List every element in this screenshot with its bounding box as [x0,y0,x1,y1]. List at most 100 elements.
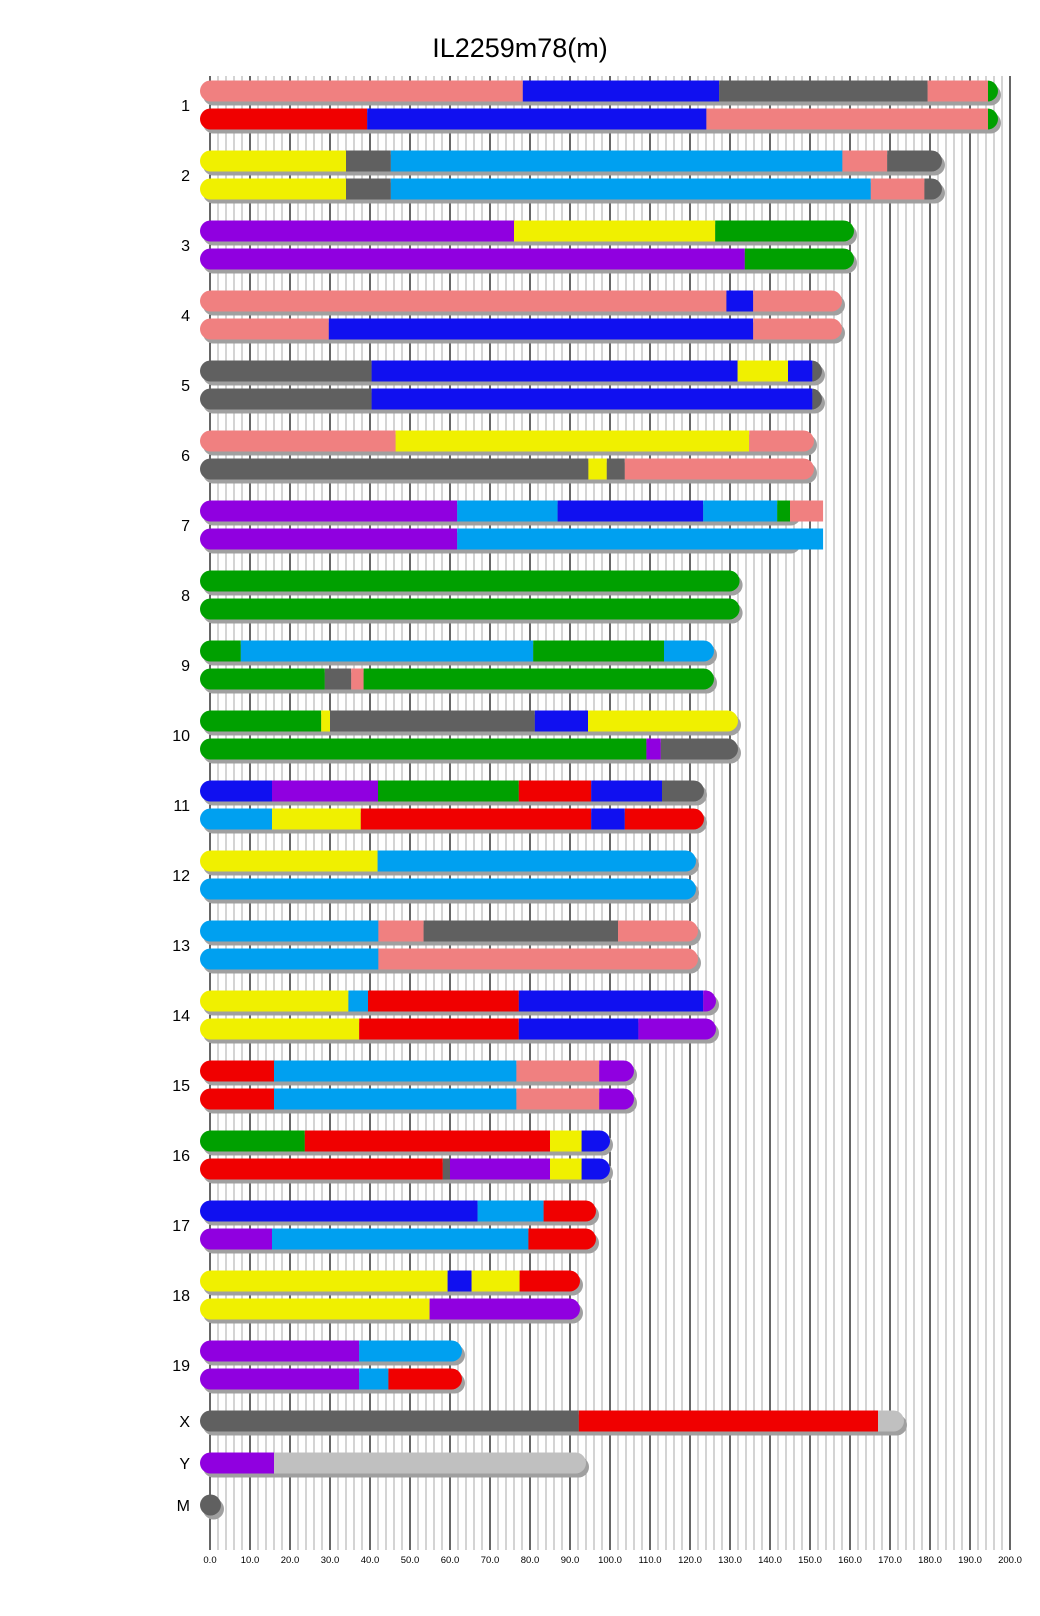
segment-lightblue [200,808,272,830]
segment-purple [200,528,458,550]
x-tick-label: 0.0 [203,1555,216,1566]
segment-blue [591,808,625,830]
haplotype [200,290,845,316]
segments [200,1158,610,1180]
segment-gray [887,150,942,172]
x-tick-label: 190.0 [958,1555,982,1566]
haplotype [200,780,707,806]
haplotype [200,108,1001,134]
haplotype [200,850,699,876]
haplotype [200,1452,589,1478]
segment-pink [351,668,364,690]
haplotype [200,640,717,666]
segment-pink [749,430,814,452]
segments [200,1452,586,1474]
segment-red [543,1200,596,1222]
segment-pink [753,318,842,340]
segments [200,1368,462,1390]
segment-pink [378,948,698,970]
segment-pink [927,80,988,102]
segments [200,178,942,200]
segment-blue [518,1018,639,1040]
segment-green [200,570,740,592]
chromosome-label: 12 [172,868,190,885]
haplotype [200,738,741,764]
segments [200,220,854,242]
segments [200,1494,221,1516]
haplotype [200,178,945,204]
segment-gray [719,80,928,102]
chromosome-label: 19 [172,1358,190,1375]
chromosome-label: 7 [181,518,190,535]
segment-gray [200,458,589,480]
chromosome-label: M [177,1498,190,1515]
segments [200,150,942,172]
segment-lightblue [664,640,714,662]
x-tick-label: 170.0 [878,1555,902,1566]
segment-gray [324,668,352,690]
chromosome-label: X [179,1414,190,1431]
segment-green [715,220,854,242]
haplotype [200,1368,465,1394]
segment-purple [200,248,745,270]
haplotype [200,1060,637,1086]
segment-gray [924,178,942,200]
segment-green [200,668,325,690]
segment-red [388,1368,462,1390]
x-tick-label: 120.0 [678,1555,702,1566]
segment-gray [330,710,535,732]
segment-yellow [200,1298,430,1320]
segment-red [624,808,704,830]
segment-pink [200,318,329,340]
chromosome-label: 4 [181,308,190,325]
segments [200,738,738,760]
chromosome-16 [200,1130,613,1184]
segment-yellow [588,458,607,480]
segment-yellow [272,808,361,830]
chromosome-label: 10 [172,728,190,745]
segment-lightblue [457,500,558,522]
segments [200,598,740,620]
segment-lightblue [457,528,824,550]
segment-yellow [200,150,346,172]
x-tick-label: 200.0 [998,1555,1022,1566]
segments [200,318,842,340]
chromosome-10 [200,710,741,764]
segment-blue [371,388,813,410]
segment-red [304,1130,550,1152]
x-tick-label: 160.0 [838,1555,862,1566]
x-tick-label: 10.0 [241,1555,260,1566]
segment-red [200,1158,443,1180]
haplotype [200,430,817,456]
chromosome-label: Y [179,1456,190,1473]
x-tick-label: 70.0 [481,1555,500,1566]
chromosome-11 [200,780,707,834]
segment-yellow [200,990,349,1012]
x-tick-label: 20.0 [281,1555,300,1566]
segment-purple [638,1018,716,1040]
segments [200,850,696,872]
segment-pink [200,430,396,452]
haplotype [200,318,845,344]
segment-lightblue [200,920,379,942]
segment-lightblue [477,1200,544,1222]
segment-gray [346,178,391,200]
segment-lightblue [703,500,778,522]
segment-blue [581,1158,610,1180]
x-tick-label: 180.0 [918,1555,942,1566]
segments [200,1298,580,1320]
segment-red [200,108,368,130]
segment-gray [812,388,822,410]
segment-purple [200,1340,360,1362]
segment-yellow [321,710,330,732]
chromosome-12 [200,850,699,904]
segment-lightblue [359,1368,389,1390]
segment-purple [200,1228,272,1250]
haplotype [200,668,717,694]
segment-purple [599,1088,634,1110]
haplotype [200,1270,583,1296]
segment-green [988,80,998,102]
segment-yellow [395,430,750,452]
